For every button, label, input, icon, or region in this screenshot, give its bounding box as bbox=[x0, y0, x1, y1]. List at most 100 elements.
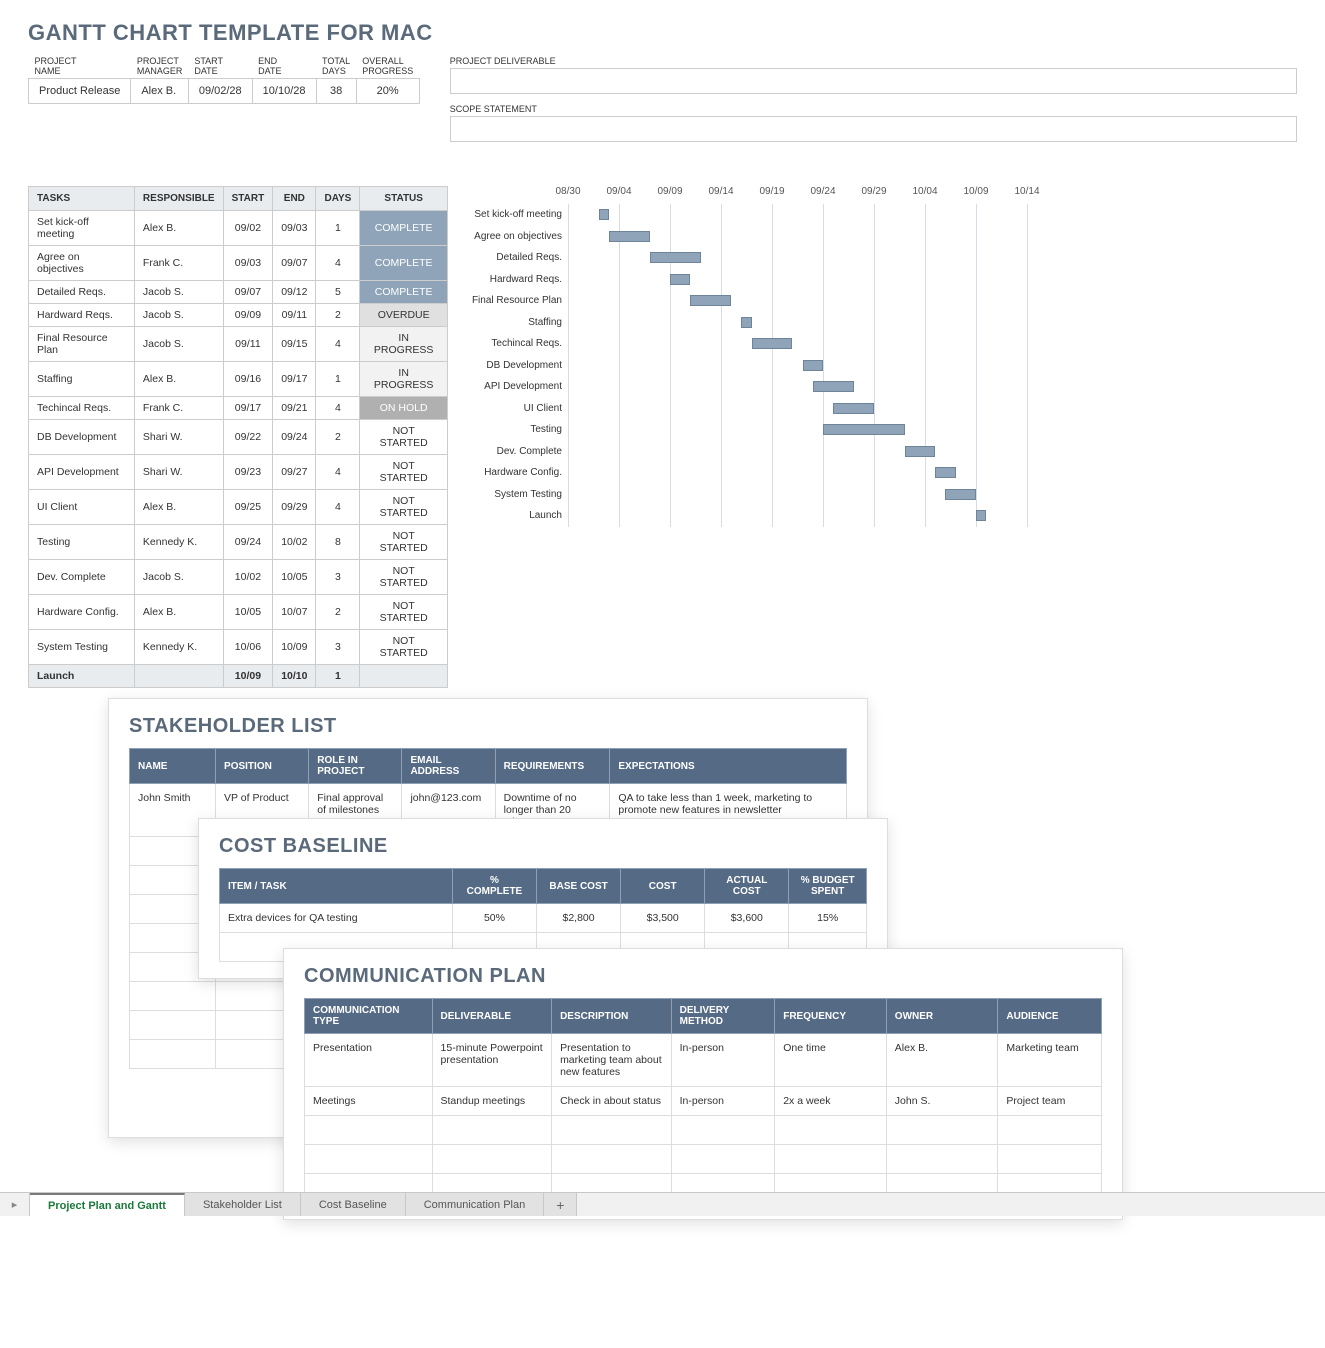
task-cell: 10/02 bbox=[273, 525, 316, 560]
gantt-bar[interactable] bbox=[813, 381, 854, 392]
table-row[interactable]: DB DevelopmentShari W.09/2209/242NOT STA… bbox=[29, 420, 448, 455]
task-cell: 2 bbox=[316, 595, 360, 630]
gantt-row-label: Testing bbox=[468, 424, 568, 435]
gantt-bar[interactable] bbox=[976, 510, 986, 521]
cost-title: COST BASELINE bbox=[219, 835, 867, 858]
data-cell bbox=[886, 1116, 998, 1145]
gantt-bar[interactable] bbox=[945, 489, 976, 500]
gantt-row-label: System Testing bbox=[468, 489, 568, 500]
task-header: DAYS bbox=[316, 187, 360, 211]
scope-label: SCOPE STATEMENT bbox=[450, 102, 1297, 116]
table-row[interactable]: Set kick-off meetingAlex B.09/0209/031CO… bbox=[29, 211, 448, 246]
task-cell: Shari W. bbox=[134, 420, 223, 455]
task-cell: 09/15 bbox=[273, 327, 316, 362]
worksheet-tab[interactable]: Stakeholder List bbox=[185, 1193, 301, 1216]
table-row[interactable]: Detailed Reqs.Jacob S.09/0709/125COMPLET… bbox=[29, 281, 448, 304]
gantt-bar[interactable] bbox=[599, 209, 609, 220]
task-cell: Hardward Reqs. bbox=[29, 304, 135, 327]
gantt-tick-label: 09/09 bbox=[657, 186, 682, 197]
gantt-bar[interactable] bbox=[650, 252, 701, 263]
status-cell: IN PROGRESS bbox=[360, 362, 448, 397]
task-cell: 10/05 bbox=[223, 595, 273, 630]
task-cell: 10/07 bbox=[273, 595, 316, 630]
status-cell: NOT STARTED bbox=[360, 455, 448, 490]
gantt-bar[interactable] bbox=[803, 360, 823, 371]
worksheet-tab[interactable]: Cost Baseline bbox=[301, 1193, 406, 1216]
task-header: END bbox=[273, 187, 316, 211]
data-cell bbox=[130, 1011, 216, 1040]
data-cell bbox=[432, 1116, 552, 1145]
task-header: STATUS bbox=[360, 187, 448, 211]
add-worksheet-button[interactable]: + bbox=[544, 1193, 577, 1216]
task-cell: 09/07 bbox=[273, 246, 316, 281]
gantt-row: DB Development bbox=[468, 355, 1297, 377]
data-cell: Extra devices for QA testing bbox=[220, 904, 453, 933]
gantt-bar[interactable] bbox=[670, 274, 690, 285]
table-row[interactable]: Techincal Reqs.Frank C.09/1709/214ON HOL… bbox=[29, 397, 448, 420]
table-row[interactable]: System TestingKennedy K.10/0610/093NOT S… bbox=[29, 630, 448, 665]
table-row[interactable]: Agree on objectivesFrank C.09/0309/074CO… bbox=[29, 246, 448, 281]
info-header: OVERALLPROGRESS bbox=[356, 54, 419, 79]
gantt-tick-label: 10/14 bbox=[1014, 186, 1039, 197]
table-row[interactable]: Hardware Config.Alex B.10/0510/072NOT ST… bbox=[29, 595, 448, 630]
deliverable-input[interactable] bbox=[450, 68, 1297, 94]
task-cell: 8 bbox=[316, 525, 360, 560]
table-row[interactable]: Launch10/0910/101 bbox=[29, 665, 448, 688]
table-row[interactable]: Hardward Reqs.Jacob S.09/0909/112OVERDUE bbox=[29, 304, 448, 327]
table-row[interactable]: MeetingsStandup meetingsCheck in about s… bbox=[305, 1087, 1102, 1116]
status-cell: NOT STARTED bbox=[360, 420, 448, 455]
task-cell: 09/23 bbox=[223, 455, 273, 490]
status-cell: NOT STARTED bbox=[360, 490, 448, 525]
info-cell[interactable]: Product Release bbox=[29, 79, 131, 104]
table-row[interactable]: StaffingAlex B.09/1609/171IN PROGRESS bbox=[29, 362, 448, 397]
task-cell: Kennedy K. bbox=[134, 630, 223, 665]
table-row[interactable]: UI ClientAlex B.09/2509/294NOT STARTED bbox=[29, 490, 448, 525]
table-row[interactable]: Final Resource PlanJacob S.09/1109/154IN… bbox=[29, 327, 448, 362]
task-cell: Testing bbox=[29, 525, 135, 560]
task-cell: Set kick-off meeting bbox=[29, 211, 135, 246]
worksheet-tab[interactable]: Project Plan and Gantt bbox=[30, 1193, 185, 1216]
gantt-row-label: Hardward Reqs. bbox=[468, 274, 568, 285]
gantt-bar[interactable] bbox=[935, 467, 955, 478]
gantt-row: Set kick-off meeting bbox=[468, 204, 1297, 226]
gantt-bar[interactable] bbox=[752, 338, 793, 349]
gantt-bar[interactable] bbox=[823, 424, 905, 435]
worksheet-tab[interactable]: Communication Plan bbox=[406, 1193, 545, 1216]
tab-scroll-button[interactable]: ▸ bbox=[0, 1193, 30, 1216]
gantt-bar[interactable] bbox=[690, 295, 731, 306]
task-cell: Jacob S. bbox=[134, 281, 223, 304]
table-row[interactable]: Dev. CompleteJacob S.10/0210/053NOT STAR… bbox=[29, 560, 448, 595]
data-cell bbox=[130, 1040, 216, 1069]
scope-input[interactable] bbox=[450, 116, 1297, 142]
data-cell bbox=[998, 1145, 1102, 1174]
info-cell[interactable]: 10/10/28 bbox=[252, 79, 316, 104]
task-cell: 2 bbox=[316, 304, 360, 327]
task-cell: 10/05 bbox=[273, 560, 316, 595]
info-cell[interactable]: 20% bbox=[356, 79, 419, 104]
task-cell: Techincal Reqs. bbox=[29, 397, 135, 420]
task-table: TASKSRESPONSIBLESTARTENDDAYSSTATUS Set k… bbox=[28, 186, 448, 688]
gantt-bar[interactable] bbox=[833, 403, 874, 414]
column-header: EMAIL ADDRESS bbox=[402, 749, 495, 784]
info-cell[interactable]: 38 bbox=[316, 79, 356, 104]
status-cell: ON HOLD bbox=[360, 397, 448, 420]
table-row[interactable]: Extra devices for QA testing50%$2,800$3,… bbox=[220, 904, 867, 933]
task-cell: 09/09 bbox=[223, 304, 273, 327]
column-header: ACTUAL COST bbox=[705, 869, 789, 904]
gantt-bar[interactable] bbox=[741, 317, 751, 328]
task-cell: Kennedy K. bbox=[134, 525, 223, 560]
info-cell[interactable]: Alex B. bbox=[131, 79, 189, 104]
task-cell: System Testing bbox=[29, 630, 135, 665]
gantt-bar[interactable] bbox=[609, 231, 650, 242]
info-cell[interactable]: 09/02/28 bbox=[188, 79, 252, 104]
table-row[interactable]: API DevelopmentShari W.09/2309/274NOT ST… bbox=[29, 455, 448, 490]
table-row[interactable] bbox=[305, 1145, 1102, 1174]
task-cell: Alex B. bbox=[134, 211, 223, 246]
table-row[interactable]: Presentation15-minute Powerpoint present… bbox=[305, 1034, 1102, 1087]
gantt-tick-label: 08/30 bbox=[555, 186, 580, 197]
task-cell: API Development bbox=[29, 455, 135, 490]
task-cell: Jacob S. bbox=[134, 560, 223, 595]
gantt-bar[interactable] bbox=[905, 446, 936, 457]
table-row[interactable] bbox=[305, 1116, 1102, 1145]
table-row[interactable]: TestingKennedy K.09/2410/028NOT STARTED bbox=[29, 525, 448, 560]
